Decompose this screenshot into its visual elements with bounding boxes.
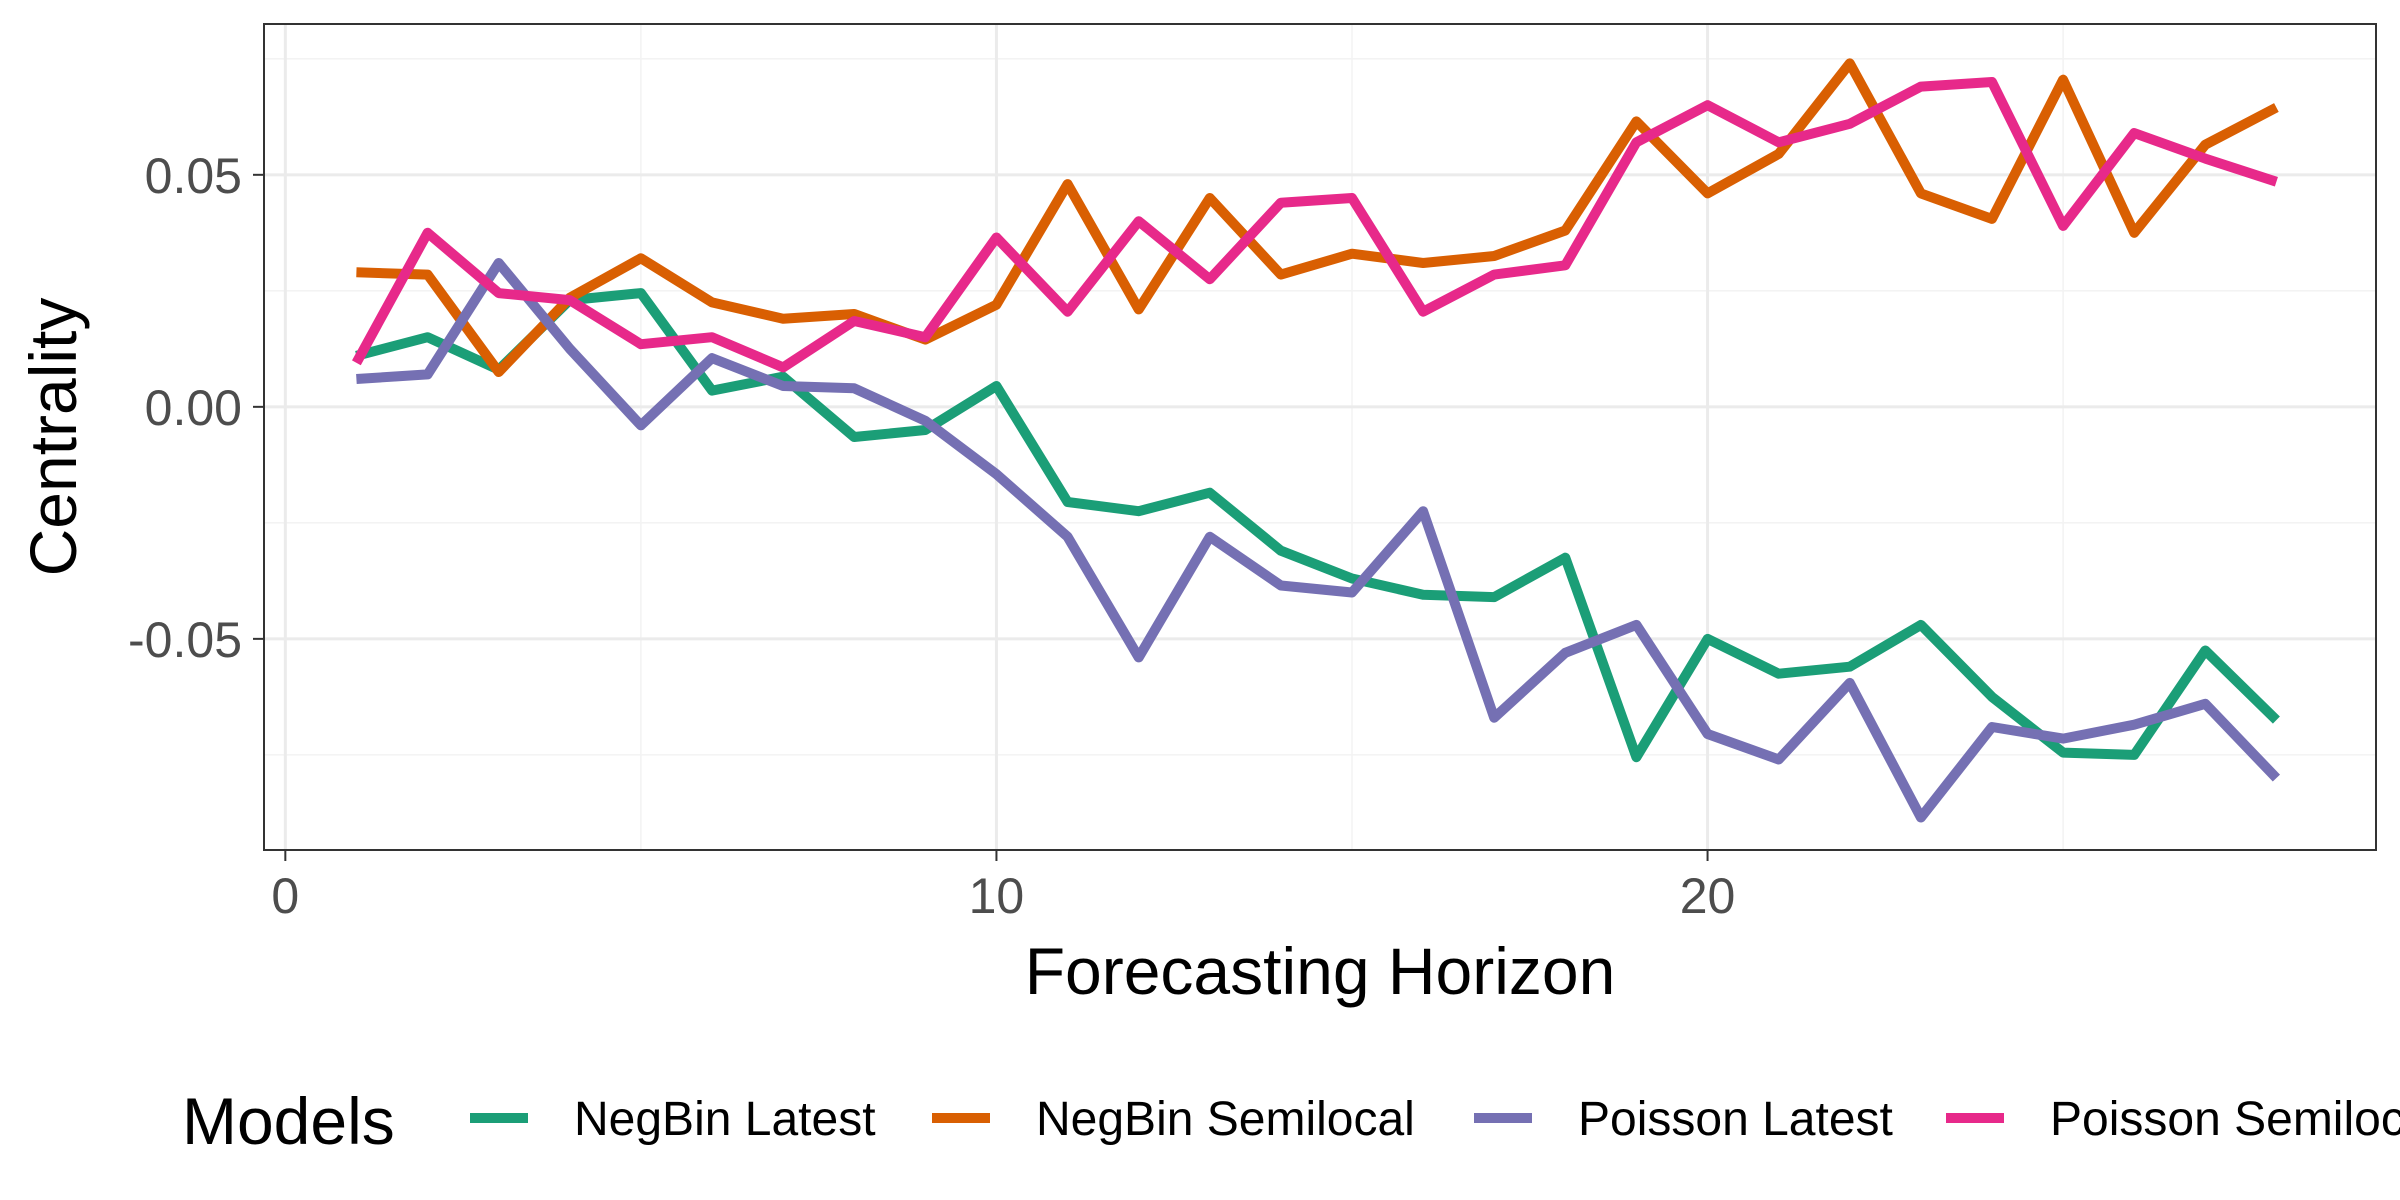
series-lines [352, 58, 2281, 823]
y-tick-label: 0.05 [145, 148, 242, 204]
legend: Models NegBin Latest NegBin Semilocal Pois… [182, 1084, 2400, 1158]
x-tick-label: 20 [1680, 868, 1736, 924]
plot-panel-border [263, 23, 2377, 851]
series-line-negbin-latest [355, 288, 2280, 763]
x-axis-title: Forecasting Horizon [1025, 934, 1616, 1008]
y-tick-label: -0.05 [128, 612, 242, 668]
tick-labels: 0 10 20 -0.05 0.00 0.05 [128, 148, 1735, 924]
legend-label-poisson-semilocal: Poisson Semilocal [2050, 1093, 2400, 1146]
legend-title: Models [182, 1084, 395, 1158]
legend-label-negbin-latest: NegBin Latest [574, 1093, 876, 1146]
series-line-poisson-latest [356, 258, 2281, 823]
x-tick-label: 10 [969, 868, 1025, 924]
legend-label-poisson-latest: Poisson Latest [1578, 1093, 1893, 1146]
legend-label-negbin-semilocal: NegBin Semilocal [1036, 1093, 1415, 1146]
series-line-poisson-semilocal [352, 77, 2278, 373]
grid [264, 24, 2376, 850]
x-tick-label: 0 [271, 868, 299, 924]
axis-ticks [253, 173, 1709, 861]
series-line-negbin-semilocal [356, 58, 2279, 377]
y-tick-label: 0.00 [145, 380, 242, 436]
y-axis-title: Centrality [16, 298, 90, 577]
